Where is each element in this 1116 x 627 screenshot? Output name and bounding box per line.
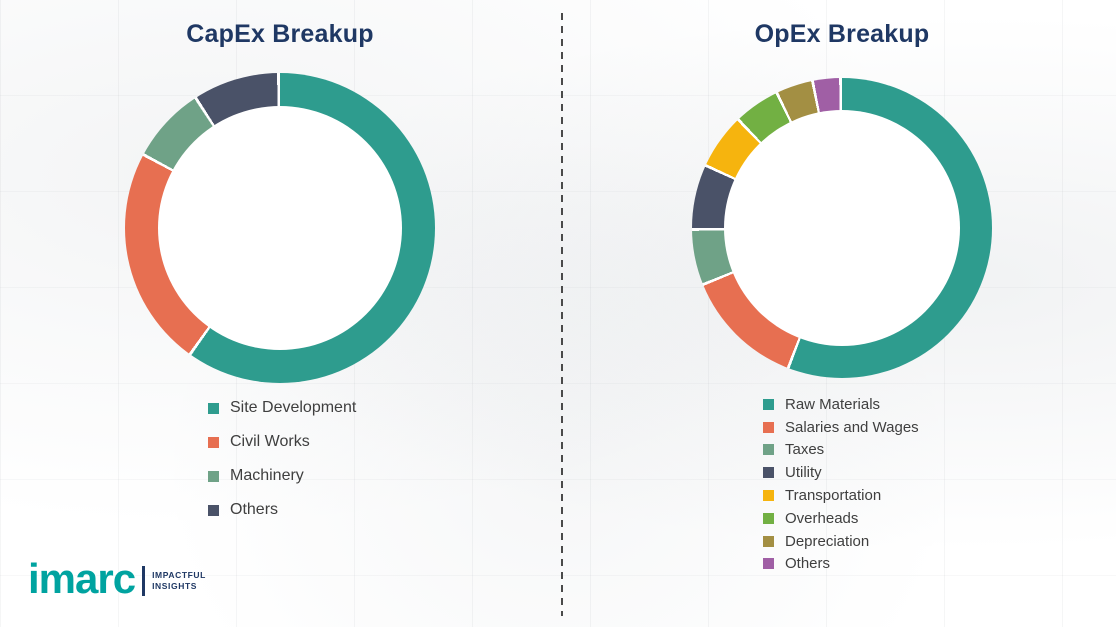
legend-label: Salaries and Wages (785, 418, 919, 436)
legend-swatch (208, 436, 219, 448)
legend-swatch (763, 512, 774, 524)
imarc-logo-divider-bar (142, 566, 146, 596)
opex-donut-chart (692, 78, 992, 378)
imarc-logo: imarc IMPACTFUL INSIGHTS (28, 558, 206, 600)
legend-label: Others (230, 501, 279, 518)
legend-swatch (763, 421, 774, 433)
legend-label: Civil Works (230, 433, 310, 450)
legend-item: Transportation (763, 484, 919, 507)
capex-legend: Site Development Civil Works Machinery Othe… (208, 391, 356, 527)
legend-swatch (208, 504, 219, 516)
legend-swatch (763, 398, 774, 410)
legend-item: Site Development (208, 391, 356, 425)
legend-item: Overheads (763, 507, 919, 530)
opex-title: OpEx Breakup (754, 20, 930, 48)
imarc-logo-tagline: IMPACTFUL INSIGHTS (152, 570, 206, 593)
legend-label: Transportation (785, 487, 882, 505)
legend-item: Raw Materials (763, 393, 919, 416)
legend-item: Depreciation (763, 530, 919, 553)
capex-title: CapEx Breakup (186, 20, 374, 48)
legend-swatch (763, 467, 774, 479)
legend-label: Overheads (785, 509, 859, 527)
legend-swatch (763, 535, 774, 547)
legend-label: Raw Materials (785, 395, 881, 413)
legend-label: Site Development (230, 399, 357, 416)
legend-label: Utility (785, 464, 822, 482)
legend-item: Utility (763, 461, 919, 484)
legend-item: Machinery (208, 459, 356, 493)
legend-item: Civil Works (208, 425, 356, 459)
legend-item: Others (763, 553, 919, 576)
legend-label: Taxes (785, 441, 825, 459)
legend-swatch (763, 490, 774, 502)
legend-swatch (763, 444, 774, 456)
legend-label: Depreciation (785, 532, 870, 550)
imarc-logo-wordmark: imarc (28, 555, 136, 602)
legend-swatch (208, 402, 219, 414)
imarc-tagline-line1: IMPACTFUL (152, 569, 206, 580)
opex-legend: Raw Materials Salaries and Wages Taxes Util… (763, 393, 919, 575)
legend-swatch (763, 558, 774, 570)
imarc-tagline-line2: INSIGHTS (152, 581, 198, 591)
legend-label: Others (785, 555, 831, 573)
divider-dashed-line (561, 13, 563, 616)
legend-item: Taxes (763, 439, 919, 462)
legend-item: Others (208, 493, 356, 527)
capex-donut-chart (125, 73, 435, 383)
legend-swatch (208, 470, 219, 482)
legend-label: Machinery (230, 467, 304, 484)
legend-item: Salaries and Wages (763, 416, 919, 439)
